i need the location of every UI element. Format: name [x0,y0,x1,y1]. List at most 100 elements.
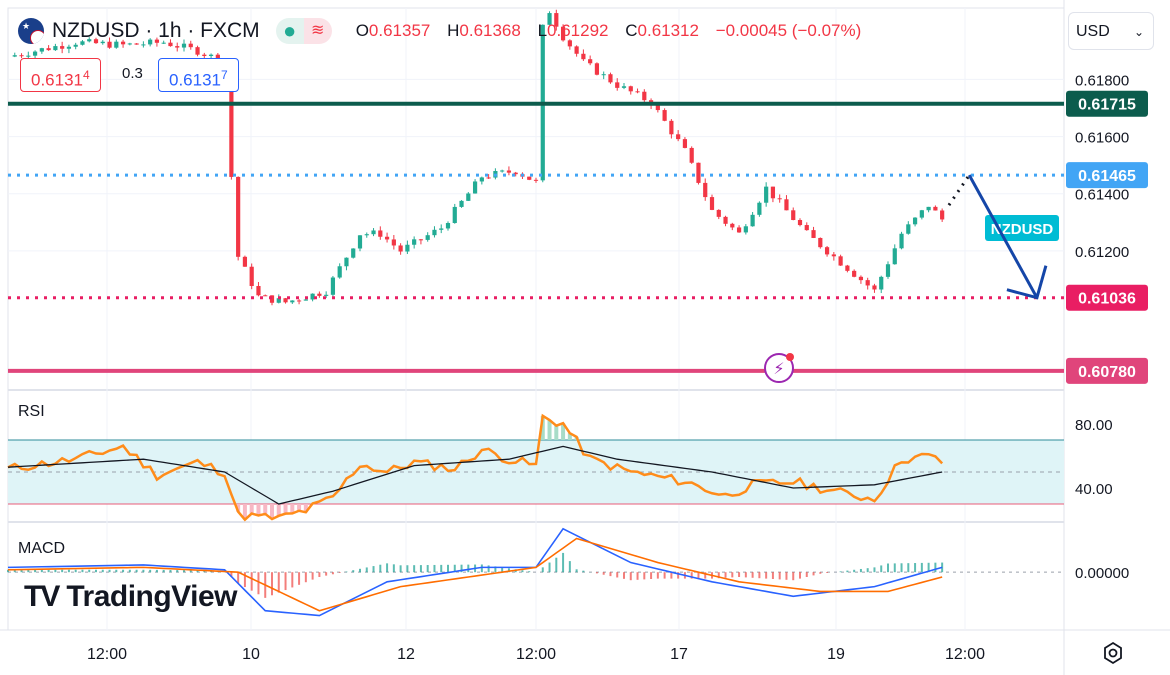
candle-body [703,182,708,198]
candle-body [608,74,613,83]
candle-body [662,110,667,121]
candle-body [764,186,769,203]
candle-body [601,74,606,76]
macd-pane-label[interactable]: MACD [18,540,66,557]
candle-body [398,245,403,252]
candle-body [114,41,119,48]
candle-body [242,256,248,267]
spread-value: 0.3 [122,65,143,82]
candle-body [547,13,552,25]
tradingview-logo-icon: TV [24,580,60,613]
candle-body [845,265,850,271]
level-price-label: 0.61465 [1078,168,1136,185]
rsi-tick-label: 40.00 [1075,481,1113,498]
candle-body [885,264,891,277]
market-open-icon[interactable]: ● [275,18,304,44]
candle-body [283,298,288,303]
rsi-line [7,413,944,522]
candle-body [852,270,857,277]
candle-body [892,248,897,265]
rsi-signal-line [7,445,943,505]
candle-body [797,219,803,226]
candle-body [723,216,728,224]
candle-body [317,293,322,296]
candle-body [357,235,363,249]
candle-body [736,227,742,233]
candle-body [581,53,586,60]
candle-body [80,41,85,45]
sell-button[interactable]: 0.61314 [20,58,101,92]
chevron-down-icon: ⌄ [1133,25,1144,39]
candle-body [791,210,796,220]
data-delay-icon[interactable]: ≋ [303,18,332,44]
candle-body [594,63,600,75]
time-tick-label: 12:00 [516,646,556,663]
macd-signal-line [7,537,943,612]
candle-body [87,39,92,42]
candle-body [141,44,146,46]
rsi-pane-label[interactable]: RSI [18,403,45,420]
candle-body [107,41,112,48]
open-value: 0.61357 [368,21,431,40]
candle-body [148,39,153,45]
candle-body [120,41,126,45]
tradingview-logo[interactable]: TV TradingView [24,580,238,613]
level-price-tag [1066,162,1148,189]
currency-select[interactable]: USD ⌄ [1068,12,1154,50]
symbol-header[interactable]: ★ NZDUSD · 1h · FXCM ● ≋ O0.61357 H0.613… [18,16,861,46]
candle-body [689,147,694,163]
candle-body [256,286,261,296]
candle-body [263,295,268,297]
events-lightning-icon [764,353,794,383]
projection-arrowhead [1006,265,1048,300]
candle-body [621,86,627,88]
candle-body [466,193,471,201]
candle-body [750,214,755,227]
candle-body [926,206,931,211]
candle-body [371,230,376,235]
candle-body [19,55,24,57]
candle-body [351,248,356,258]
candle-body [127,43,132,45]
candle-body [32,51,38,56]
candle-body [472,181,478,194]
buy-button[interactable]: 0.61317 [158,58,239,92]
candle-body [743,226,748,233]
market-status[interactable]: ● ≋ [275,18,332,44]
candle-body [405,244,410,252]
candle-body [642,91,647,101]
candle-body [872,285,877,290]
lightning-icon: ⚡ [773,359,784,378]
candle-body [533,179,539,181]
symbol-title[interactable]: NZDUSD · 1h · FXCM [52,19,260,42]
time-tick-label: 19 [827,646,845,663]
candle-body [919,210,924,218]
candle-body [513,172,518,175]
candle-body [486,177,491,179]
candle-body [479,177,484,182]
candle-body [899,233,904,249]
candle-body [412,239,417,245]
candle-body [208,54,214,56]
candle-body [378,230,383,237]
candle-body [181,43,187,48]
candle-body [560,26,566,41]
candle-body [12,55,17,57]
time-tick-label: 12:00 [945,646,985,663]
candle-body [615,82,620,88]
candle-body [777,198,782,200]
candle-body [296,300,302,302]
candle-body [73,44,78,47]
candle-body [445,223,451,229]
candle-body [418,239,424,241]
candle-body [709,197,715,210]
candle-body [39,48,44,52]
level-price-tag [1066,284,1148,311]
candle-body [635,91,640,93]
level-price-label: 0.61036 [1078,291,1136,308]
ohlc-readout: O0.61357 H0.61368 L0.61292 C0.61312 −0.0… [355,21,862,40]
time-tick-label: 10 [242,646,260,663]
candle-body [93,39,99,44]
settings-gear-icon[interactable] [1100,640,1126,666]
